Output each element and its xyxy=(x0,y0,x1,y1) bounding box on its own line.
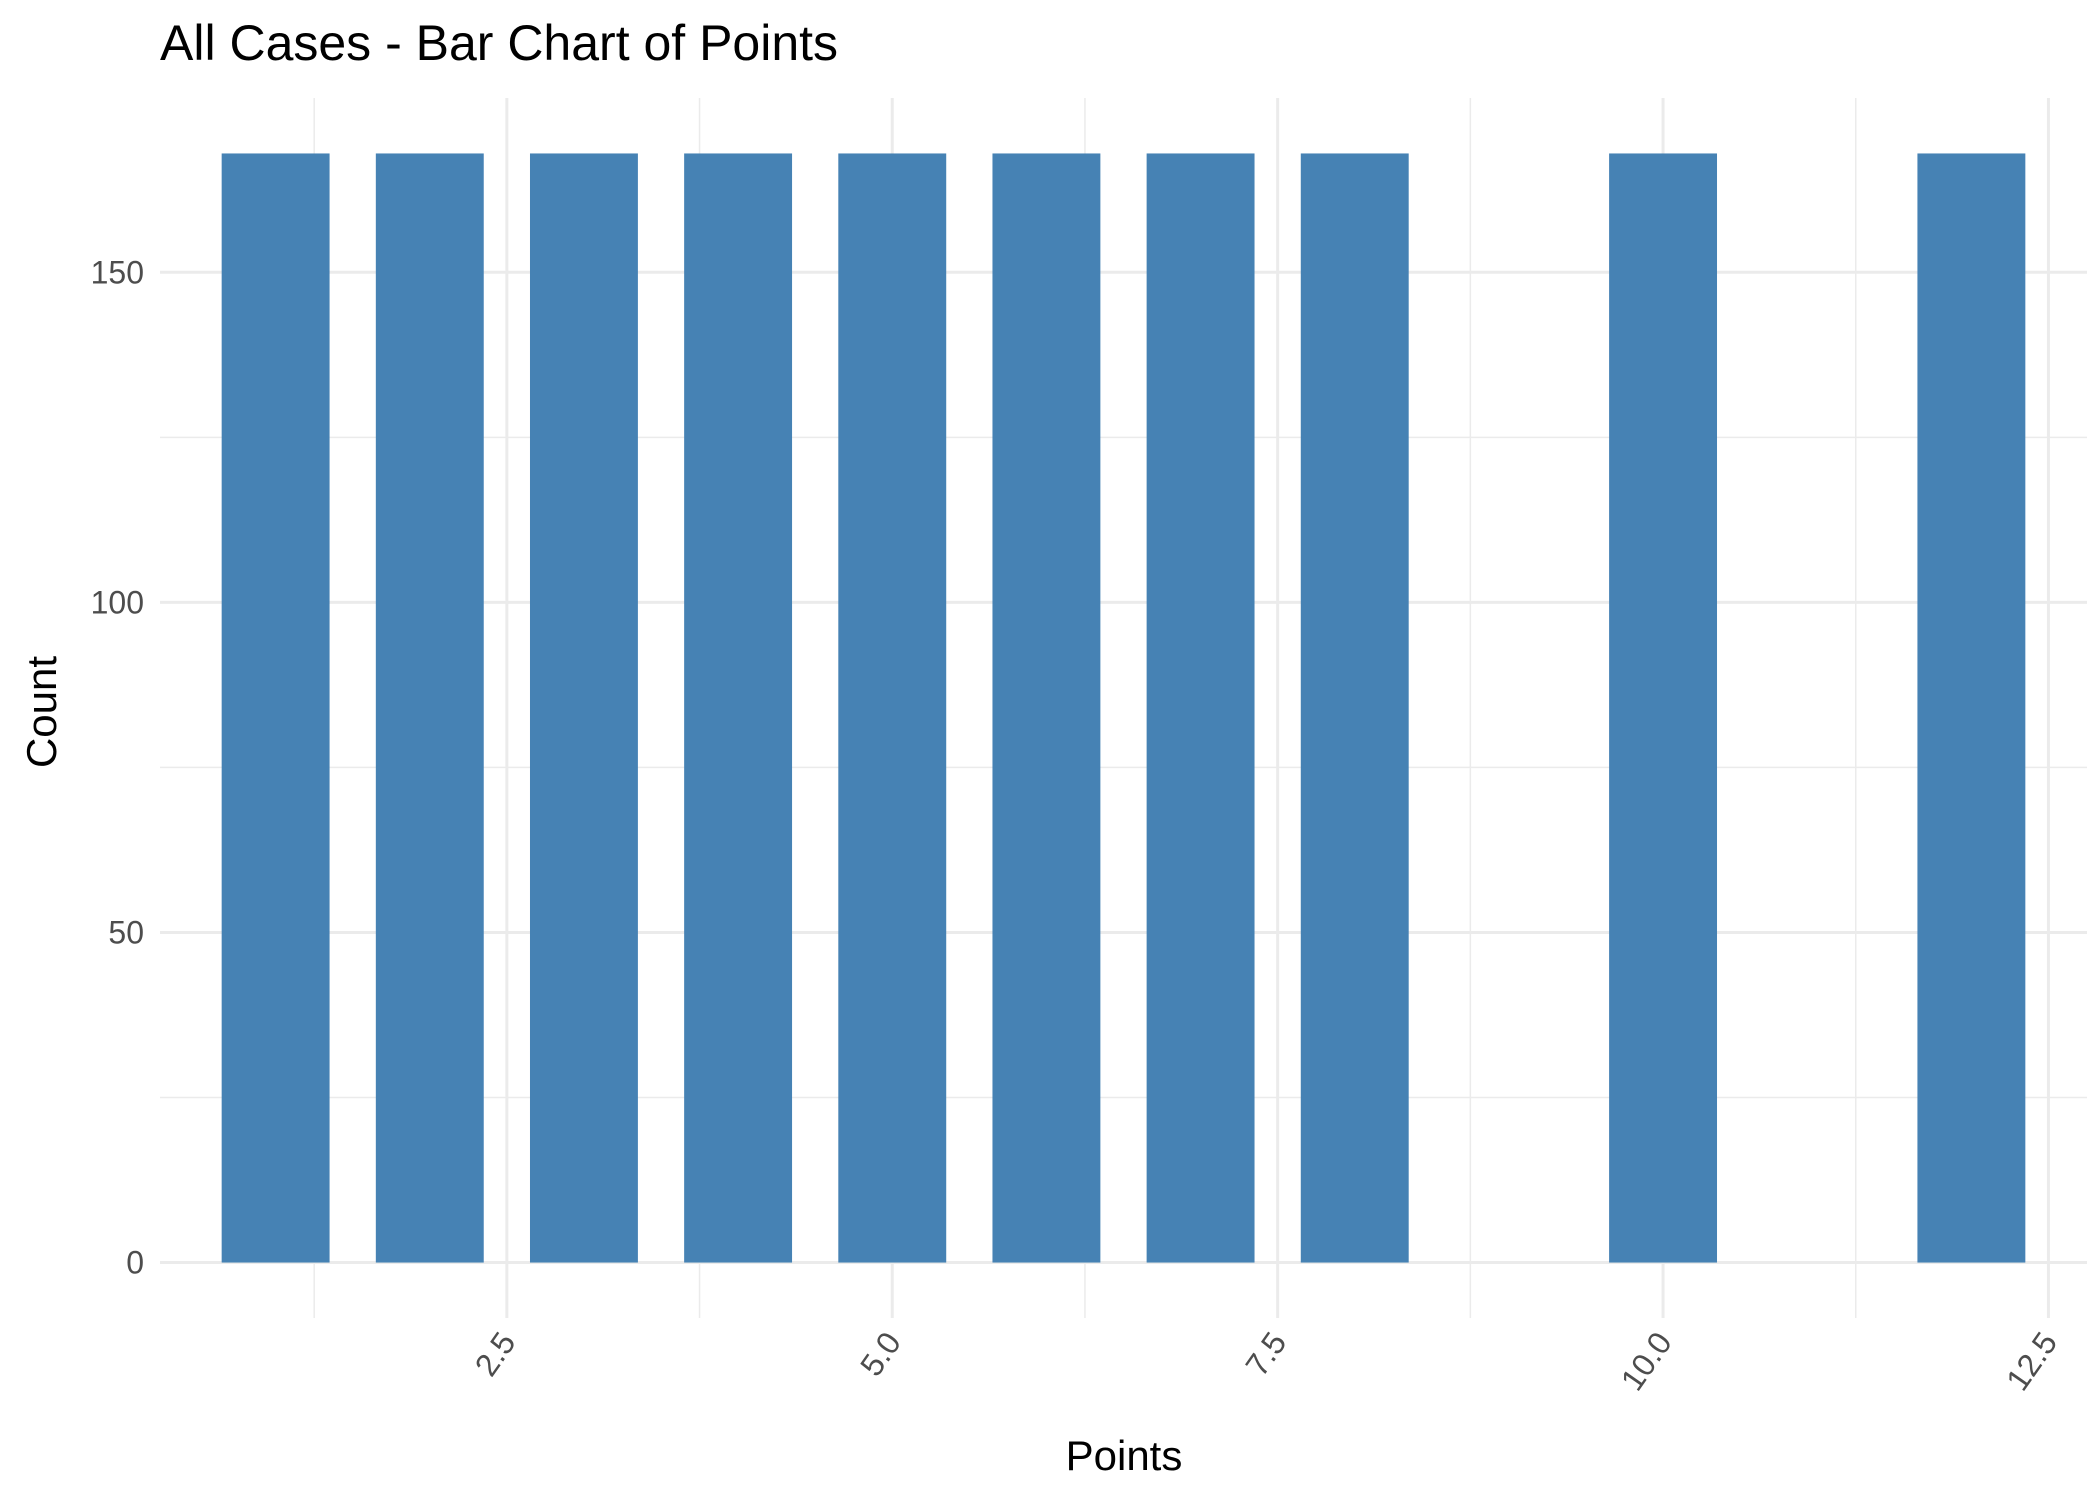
bar xyxy=(684,153,793,1263)
x-tick-label: 5.0 xyxy=(853,1325,908,1382)
x-tick-label: 2.5 xyxy=(468,1325,523,1382)
bar xyxy=(838,153,947,1263)
bars xyxy=(221,153,2026,1263)
bar xyxy=(1146,153,1255,1263)
bar xyxy=(375,153,484,1263)
bar xyxy=(1300,153,1409,1263)
bar xyxy=(221,153,330,1263)
x-axis-title: Points xyxy=(1066,1432,1183,1479)
y-tick-label: 50 xyxy=(108,914,144,950)
bar xyxy=(992,153,1101,1263)
x-tick-label: 7.5 xyxy=(1238,1325,1293,1382)
chart-title: All Cases - Bar Chart of Points xyxy=(160,15,838,71)
x-axis-ticks: 2.5 5.0 7.5 10.0 12.5 xyxy=(468,1325,2065,1397)
y-axis-ticks: 0 50 100 150 xyxy=(91,254,144,1280)
x-tick-label: 12.5 xyxy=(1999,1325,2064,1397)
y-tick-label: 150 xyxy=(91,254,144,290)
x-tick-label: 10.0 xyxy=(1614,1325,1679,1397)
bar xyxy=(1917,153,2026,1263)
y-tick-label: 0 xyxy=(126,1245,144,1281)
y-tick-label: 100 xyxy=(91,584,144,620)
y-axis-title: Count xyxy=(18,656,65,768)
bar xyxy=(529,153,638,1263)
bar xyxy=(1609,153,1718,1263)
